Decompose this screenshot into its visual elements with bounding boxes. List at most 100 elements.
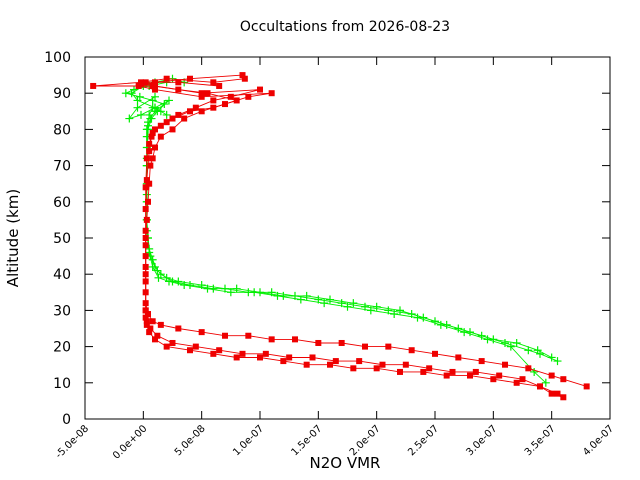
data-point bbox=[90, 82, 97, 89]
data-point bbox=[227, 93, 234, 100]
data-point bbox=[268, 90, 275, 97]
y-tick-label: 50 bbox=[53, 231, 71, 247]
data-point bbox=[402, 361, 409, 368]
data-point bbox=[257, 86, 263, 93]
data-point bbox=[286, 354, 293, 361]
data-point bbox=[210, 350, 217, 357]
data-point bbox=[268, 336, 275, 343]
data-point bbox=[560, 376, 567, 383]
data-point bbox=[519, 376, 526, 383]
data-point bbox=[181, 115, 188, 122]
data-point bbox=[125, 114, 134, 123]
data-point bbox=[210, 97, 217, 104]
y-tick-label: 60 bbox=[53, 195, 71, 211]
data-point bbox=[525, 365, 532, 372]
data-point bbox=[309, 354, 316, 361]
data-point bbox=[548, 390, 555, 397]
data-point bbox=[192, 104, 199, 111]
data-point bbox=[443, 372, 450, 379]
data-point bbox=[152, 144, 158, 151]
plot-area bbox=[90, 72, 590, 401]
data-point bbox=[148, 262, 157, 271]
data-point bbox=[396, 306, 404, 315]
data-point bbox=[226, 288, 235, 297]
x-tick-label: 1.0e-07 bbox=[231, 423, 266, 458]
data-point bbox=[390, 310, 399, 319]
data-point bbox=[239, 350, 246, 357]
data-point bbox=[142, 79, 149, 86]
data-point bbox=[326, 295, 334, 304]
data-point bbox=[547, 353, 556, 362]
data-point bbox=[142, 314, 149, 321]
data-point bbox=[198, 329, 205, 336]
data-point bbox=[506, 342, 515, 351]
data-point bbox=[143, 155, 150, 162]
data-point bbox=[537, 383, 543, 390]
series-line bbox=[131, 78, 558, 362]
data-point bbox=[142, 227, 149, 234]
data-point bbox=[296, 295, 305, 304]
data-point bbox=[154, 332, 161, 339]
y-tick-label: 10 bbox=[53, 376, 71, 392]
data-point bbox=[145, 198, 151, 205]
x-tick-label: 5.0e-08 bbox=[173, 423, 208, 458]
data-point bbox=[379, 361, 386, 368]
x-tick-label: 3.5e-07 bbox=[523, 423, 558, 458]
data-point bbox=[413, 313, 422, 322]
data-point bbox=[524, 346, 533, 355]
data-point bbox=[233, 354, 240, 361]
data-point bbox=[373, 365, 380, 372]
data-point bbox=[250, 288, 259, 297]
data-point bbox=[154, 273, 163, 282]
data-point bbox=[143, 321, 150, 328]
data-point bbox=[175, 111, 182, 118]
data-point bbox=[512, 338, 521, 347]
data-point bbox=[142, 263, 149, 270]
data-point bbox=[245, 93, 252, 100]
data-point bbox=[149, 318, 156, 325]
data-point bbox=[162, 110, 171, 119]
data-point bbox=[315, 339, 322, 346]
data-point bbox=[420, 368, 427, 375]
data-point bbox=[292, 336, 298, 343]
data-point bbox=[216, 82, 223, 89]
y-tick-label: 20 bbox=[53, 340, 71, 356]
data-point bbox=[280, 358, 287, 365]
data-point bbox=[203, 284, 212, 293]
data-point bbox=[222, 332, 228, 339]
data-point bbox=[152, 126, 158, 133]
data-point bbox=[553, 357, 562, 366]
data-point bbox=[187, 108, 193, 115]
data-point bbox=[142, 307, 149, 314]
data-point bbox=[198, 108, 205, 115]
data-point bbox=[349, 299, 358, 308]
data-point bbox=[554, 390, 561, 397]
series-line bbox=[138, 74, 564, 398]
data-point bbox=[130, 85, 138, 94]
data-point bbox=[513, 379, 520, 386]
data-point bbox=[192, 343, 199, 350]
series-line bbox=[128, 96, 547, 384]
y-axis-label: Altitude (km) bbox=[4, 189, 22, 287]
data-point bbox=[146, 329, 153, 336]
data-point bbox=[460, 328, 469, 337]
data-point bbox=[142, 184, 149, 191]
data-point bbox=[145, 311, 151, 318]
data-point bbox=[169, 115, 176, 122]
data-point bbox=[210, 79, 217, 86]
data-point bbox=[187, 75, 193, 82]
data-point bbox=[165, 96, 173, 105]
data-point bbox=[408, 347, 415, 354]
data-point bbox=[163, 343, 170, 350]
data-point bbox=[175, 325, 182, 332]
data-point bbox=[426, 365, 433, 372]
data-point bbox=[472, 368, 479, 375]
data-point bbox=[449, 368, 456, 375]
data-point bbox=[143, 177, 150, 184]
data-point bbox=[332, 358, 339, 365]
data-point bbox=[232, 284, 241, 293]
data-point bbox=[187, 347, 193, 354]
data-point bbox=[152, 86, 158, 93]
x-axis-label: N2O VMR bbox=[310, 454, 381, 472]
